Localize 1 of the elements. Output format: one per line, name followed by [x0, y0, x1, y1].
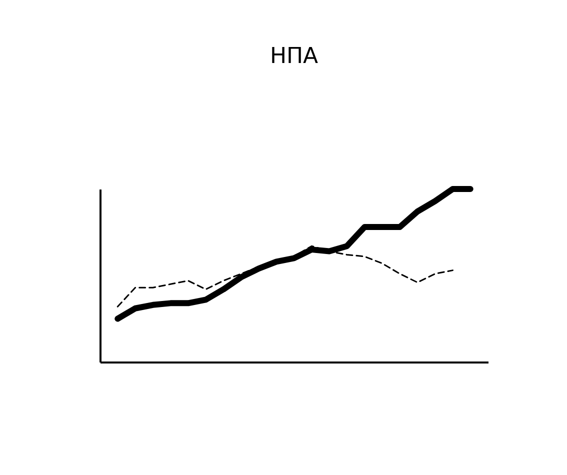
chart-title: НПА: [270, 44, 318, 69]
